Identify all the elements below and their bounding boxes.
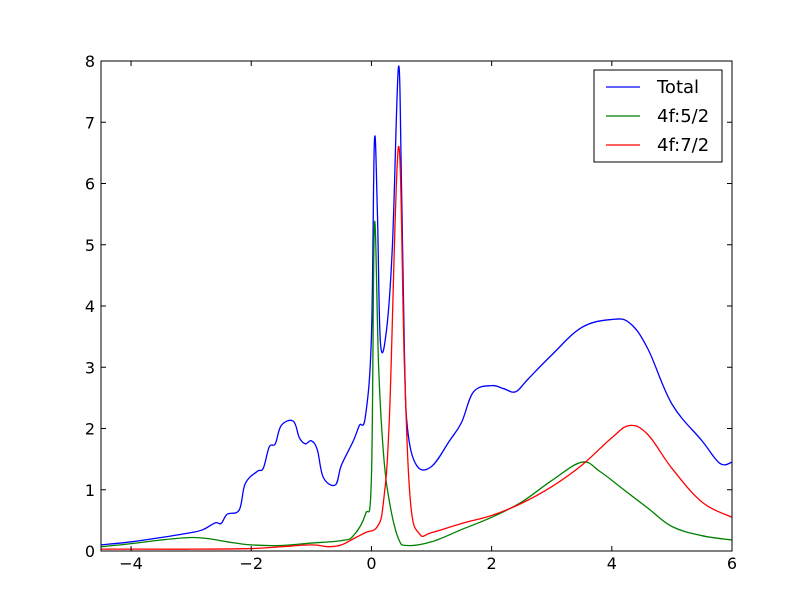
legend: Total 4f:5/2 4f:7/2: [593, 69, 723, 163]
ticks-layer: −4 −2 0 2 4 6 0 1 2 3 4 5 6 7 8: [85, 52, 737, 573]
x-tick-label: 4: [607, 554, 617, 573]
y-tick-label: 8: [85, 52, 95, 71]
series-line-4f-7-2: [101, 146, 732, 550]
y-tick-label: 7: [85, 113, 95, 132]
y-tick-label: 0: [85, 542, 95, 561]
series-layer: [101, 65, 732, 550]
series-line-total: [101, 65, 732, 546]
x-tick-label: 0: [366, 554, 376, 573]
y-tick-label: 5: [85, 236, 95, 255]
y-tick-label: 6: [85, 175, 95, 194]
series-line-4f-5-2: [101, 220, 732, 548]
y-tick-label: 2: [85, 420, 95, 439]
legend-label: 4f:5/2: [657, 106, 709, 127]
legend-label: 4f:7/2: [657, 135, 709, 156]
y-tick-label: 1: [85, 481, 95, 500]
legend-label: Total: [656, 77, 699, 98]
x-tick-label: −2: [239, 554, 263, 573]
y-tick-label: 3: [85, 358, 95, 377]
x-tick-label: 2: [487, 554, 497, 573]
y-tick-label: 4: [85, 297, 95, 316]
x-tick-label: 6: [727, 554, 737, 573]
x-tick-label: −4: [119, 554, 143, 573]
